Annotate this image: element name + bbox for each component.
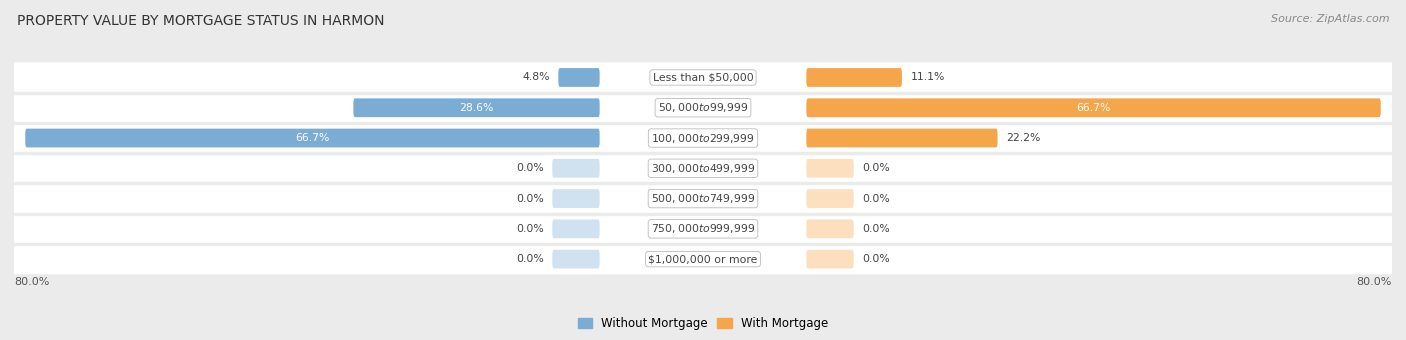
Text: $750,000 to $999,999: $750,000 to $999,999 bbox=[651, 222, 755, 235]
FancyBboxPatch shape bbox=[807, 250, 853, 269]
Text: 0.0%: 0.0% bbox=[862, 193, 890, 204]
Text: 0.0%: 0.0% bbox=[862, 163, 890, 173]
FancyBboxPatch shape bbox=[807, 219, 853, 238]
FancyBboxPatch shape bbox=[807, 68, 901, 87]
FancyBboxPatch shape bbox=[10, 153, 1396, 184]
Text: 0.0%: 0.0% bbox=[862, 224, 890, 234]
Text: 0.0%: 0.0% bbox=[516, 163, 544, 173]
FancyBboxPatch shape bbox=[10, 92, 1396, 123]
FancyBboxPatch shape bbox=[10, 244, 1396, 274]
Text: Source: ZipAtlas.com: Source: ZipAtlas.com bbox=[1271, 14, 1389, 23]
Legend: Without Mortgage, With Mortgage: Without Mortgage, With Mortgage bbox=[574, 312, 832, 335]
Text: 0.0%: 0.0% bbox=[516, 224, 544, 234]
Text: 0.0%: 0.0% bbox=[516, 193, 544, 204]
Text: $300,000 to $499,999: $300,000 to $499,999 bbox=[651, 162, 755, 175]
Text: 4.8%: 4.8% bbox=[522, 72, 550, 83]
Text: 80.0%: 80.0% bbox=[14, 277, 49, 287]
FancyBboxPatch shape bbox=[558, 68, 599, 87]
Text: Less than $50,000: Less than $50,000 bbox=[652, 72, 754, 83]
FancyBboxPatch shape bbox=[807, 159, 853, 178]
Text: 22.2%: 22.2% bbox=[1007, 133, 1040, 143]
Text: 28.6%: 28.6% bbox=[460, 103, 494, 113]
Text: $100,000 to $299,999: $100,000 to $299,999 bbox=[651, 132, 755, 144]
Text: 80.0%: 80.0% bbox=[1357, 277, 1392, 287]
FancyBboxPatch shape bbox=[553, 250, 599, 269]
FancyBboxPatch shape bbox=[25, 129, 599, 148]
FancyBboxPatch shape bbox=[807, 98, 1381, 117]
Text: PROPERTY VALUE BY MORTGAGE STATUS IN HARMON: PROPERTY VALUE BY MORTGAGE STATUS IN HAR… bbox=[17, 14, 384, 28]
Text: 0.0%: 0.0% bbox=[516, 254, 544, 264]
FancyBboxPatch shape bbox=[10, 123, 1396, 153]
FancyBboxPatch shape bbox=[10, 184, 1396, 214]
Text: 66.7%: 66.7% bbox=[1077, 103, 1111, 113]
FancyBboxPatch shape bbox=[553, 189, 599, 208]
FancyBboxPatch shape bbox=[807, 189, 853, 208]
FancyBboxPatch shape bbox=[553, 219, 599, 238]
Text: 11.1%: 11.1% bbox=[911, 72, 945, 83]
FancyBboxPatch shape bbox=[553, 159, 599, 178]
Text: $50,000 to $99,999: $50,000 to $99,999 bbox=[658, 101, 748, 114]
FancyBboxPatch shape bbox=[807, 129, 997, 148]
FancyBboxPatch shape bbox=[10, 214, 1396, 244]
Text: $500,000 to $749,999: $500,000 to $749,999 bbox=[651, 192, 755, 205]
Text: 66.7%: 66.7% bbox=[295, 133, 329, 143]
Text: 0.0%: 0.0% bbox=[862, 254, 890, 264]
Text: $1,000,000 or more: $1,000,000 or more bbox=[648, 254, 758, 264]
FancyBboxPatch shape bbox=[353, 98, 599, 117]
FancyBboxPatch shape bbox=[10, 62, 1396, 92]
